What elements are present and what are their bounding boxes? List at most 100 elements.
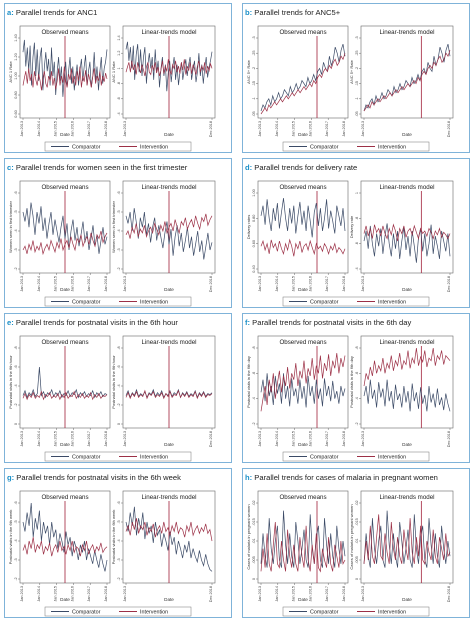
x-tick-label: Dec 2018 [447,586,451,602]
y-tick-label: .6 [14,191,18,194]
x-tick-label: Dec 2018 [209,121,213,137]
panel-title-text: Parallel trends for postnatal visits in … [13,318,178,327]
legend: Comparator Intervention [282,606,430,617]
y-tick-label: 1 [355,192,359,194]
subplot-title: Linear-trends model [141,29,196,36]
legend-box [282,606,430,617]
y-tick-label: .02 [252,500,256,505]
y-tick-label: .005 [252,556,256,563]
x-tick-label: Jan 2013 [123,276,127,292]
y-tick-label: 1.40 [14,34,18,41]
x-axis-label: Date [402,132,412,137]
intervention-series-line [125,389,213,400]
y-tick-label: 0.80 [252,215,256,222]
x-tick-label: Jan 2015 [292,276,296,292]
panel-title-text: Parallel trends for ANC1 [13,8,98,17]
plot-frame [360,25,454,119]
legend-box [44,606,192,617]
x-tick-label: Jan 2016 [70,586,74,602]
y-tick-label: 0.40 [252,265,256,272]
x-tick-label: Dec 2018 [209,431,213,447]
y-tick-label: .6 [252,372,256,375]
legend: Comparator Intervention [44,606,192,617]
panel-title-text: Parallel trends for delivery rate [252,163,358,172]
y-axis-label: Postnatal visits in the 6th hour [111,355,116,409]
subplot-title: Observed means [279,29,326,36]
y-tick-label: 1 [117,67,121,69]
y-tick-label: .6 [117,97,121,100]
intervention-series-line [22,390,108,401]
chart-b: Observed means .3 .25 .2 .15 .1 .05 ANC 5+ Rate… [246,25,454,152]
x-axis-label: Date [164,287,174,292]
x-tick-label: Jan 2017 [325,121,329,137]
y-tick-label: .6 [14,365,18,368]
legend-label-intervention: Intervention [378,609,406,615]
legend-label-comparator: Comparator [310,299,339,305]
panel-letter: a: [7,8,14,17]
y-axis-label: ANC 5+ Rate [349,59,354,83]
intervention-series-line [260,53,346,115]
intervention-series-line [363,50,451,112]
x-tick-label: Jan 2016 [70,121,74,137]
linear-trends-subplot: Linear-trends model .02 .015 .01 .005 0 Cases … [349,490,454,602]
legend-label-comparator: Comparator [72,609,101,615]
x-tick-label: Jan 2016 [308,431,312,447]
x-tick-label: Jan 2013 [258,586,262,602]
comparator-series-line [260,43,346,112]
x-tick-label: Jan 2017 [87,586,91,602]
legend-label-intervention: Intervention [378,454,406,460]
y-tick-label: .2 [355,422,359,425]
subplot-title: Observed means [41,29,88,36]
y-tick-label: .2 [14,267,18,270]
y-tick-label: .4 [117,539,121,542]
y-tick-label: .3 [355,36,359,39]
panel-title-text: Parallel trends for postnatal visits in … [14,473,181,482]
linear-trends-subplot: Linear-trends model 1.4 1.2 1 .8 .6 .4 ANC 1 Ra… [111,25,216,137]
y-tick-label: .3 [117,558,121,561]
x-tick-label: Jan 2015 [54,276,58,292]
x-tick-label: Jan 2018 [342,121,346,137]
x-tick-label: Jan 2013 [20,276,24,292]
y-tick-label: .2 [117,577,121,580]
x-axis-label: Date [402,597,412,602]
y-tick-label: .15 [252,81,256,86]
y-tick-label: 1.00 [14,72,18,79]
y-tick-label: .2 [117,267,121,270]
x-tick-label: Jan 2017 [87,431,91,447]
y-tick-label: .01 [252,538,256,543]
x-axis-label: Date [60,132,70,137]
legend-box [282,296,430,307]
panel-letter: h: [245,473,253,482]
legend-box [44,451,192,462]
legend-label-comparator: Comparator [310,144,339,150]
subplot-title: Observed means [279,184,326,191]
y-tick-label: .15 [355,81,359,86]
y-tick-label: .3 [14,248,18,251]
legend: Comparator Intervention [44,296,192,307]
panel-a: a: Parallel trends for ANC1 Observed mean… [4,3,232,153]
x-tick-label: Jan 2014 [37,431,41,447]
legend-box [44,141,192,152]
panel-letter: g: [7,473,15,482]
legend-label-intervention: Intervention [140,609,168,615]
panel-title: h: Parallel trends for cases of malaria … [245,471,467,485]
y-tick-label: .6 [117,191,121,194]
x-axis-label: Date [164,132,174,137]
panel-c: c: Parallel trends for women seen in the… [4,158,232,308]
y-axis-label: Women seen in first trimester [111,200,116,253]
panel-letter: f: [245,318,251,327]
y-tick-label: .02 [355,500,359,505]
observed-means-subplot: Observed means .8 .6 .4 .2 0 Postnatal visits … [8,335,111,447]
comparator-series-line [363,223,451,263]
x-tick-label: Jan 2013 [123,121,127,137]
y-tick-label: .8 [252,346,256,349]
y-tick-label: 1.20 [14,53,18,60]
legend: Comparator Intervention [282,141,430,152]
x-tick-label: Jan 2015 [292,121,296,137]
x-axis-label: Date [402,287,412,292]
panel-h: h: Parallel trends for cases of malaria … [242,468,470,618]
legend-label-intervention: Intervention [140,299,168,305]
legend: Comparator Intervention [44,451,192,462]
y-tick-label: .8 [117,82,121,85]
y-tick-label: .6 [117,501,121,504]
